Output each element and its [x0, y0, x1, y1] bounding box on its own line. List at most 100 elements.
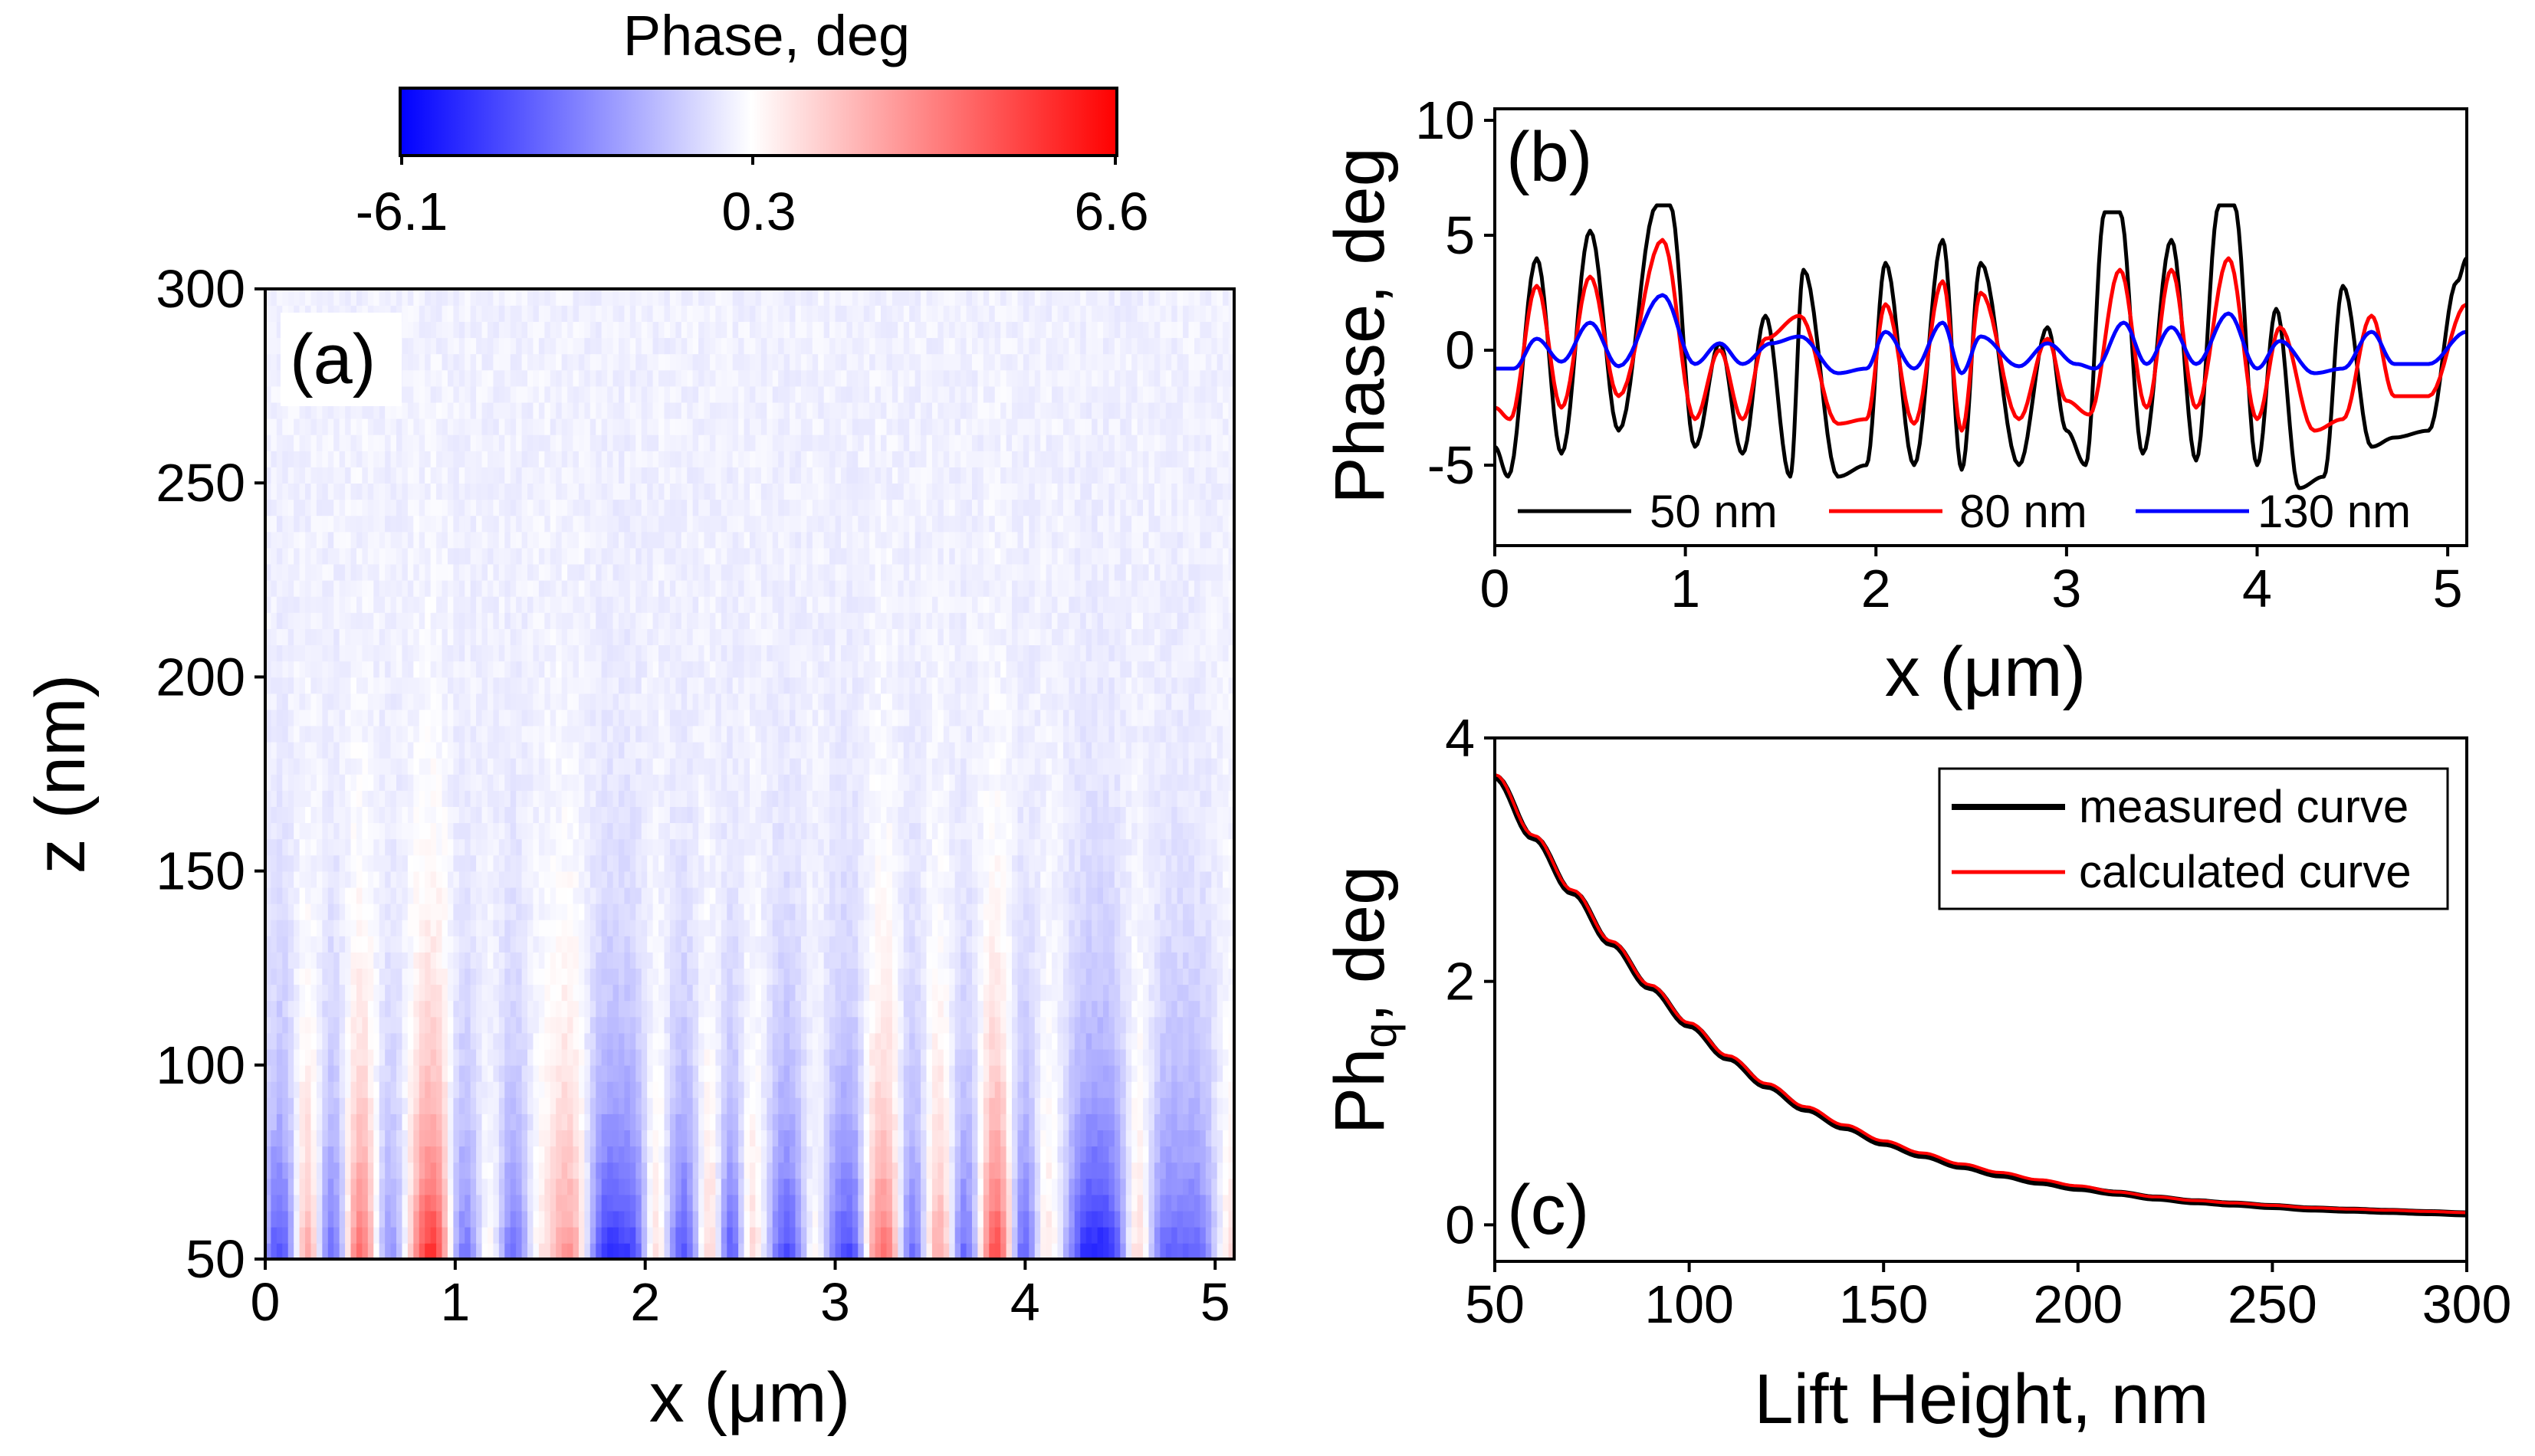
- heatmap-cell: [396, 774, 403, 791]
- heatmap-cell: [487, 822, 494, 840]
- heatmap-cell: [607, 887, 614, 904]
- heatmap-cell: [647, 871, 654, 888]
- heatmap-cell: [652, 1162, 659, 1179]
- heatmap-cell: [721, 887, 728, 904]
- heatmap-cell: [510, 1064, 517, 1082]
- heatmap-cell: [675, 1146, 682, 1163]
- heatmap-cell: [869, 806, 876, 824]
- heatmap-cell: [1200, 1097, 1207, 1114]
- heatmap-cell: [310, 790, 317, 807]
- heatmap-cell: [402, 1194, 409, 1212]
- heatmap-cell: [1137, 1048, 1144, 1066]
- heatmap-cell: [704, 790, 711, 807]
- heatmap-cell: [294, 1194, 300, 1212]
- heatmap-cell: [738, 1242, 745, 1259]
- heatmap-cell: [687, 1032, 694, 1050]
- heatmap-cell: [453, 903, 460, 920]
- heatmap-cell: [498, 887, 506, 904]
- heatmap-cell: [516, 968, 523, 985]
- heatmap-cell: [931, 1130, 939, 1147]
- heatmap-cell: [954, 1032, 961, 1050]
- heatmap-cell: [971, 936, 979, 953]
- heatmap-cell: [790, 822, 796, 840]
- heatmap-cell: [550, 1178, 557, 1195]
- heatmap-cell: [1183, 871, 1190, 888]
- heatmap-cell: [898, 1178, 905, 1195]
- heatmap-cell: [538, 790, 546, 807]
- heatmap-cell: [1188, 903, 1195, 920]
- heatmap-cell: [903, 1048, 910, 1066]
- heatmap-cell: [430, 822, 437, 840]
- heatmap-cell: [299, 919, 306, 936]
- heatmap-cell: [858, 903, 865, 920]
- heatmap-cell: [516, 838, 523, 856]
- heatmap-cell: [578, 887, 586, 904]
- heatmap-cell: [954, 1113, 961, 1130]
- heatmap-cell: [1143, 1146, 1150, 1163]
- heatmap-cell: [356, 1146, 363, 1163]
- heatmap-cell: [390, 887, 397, 904]
- heatmap-cell: [407, 1178, 415, 1195]
- heatmap-cell: [1017, 871, 1024, 888]
- heatmap-cell: [282, 903, 289, 920]
- heatmap-cell: [407, 806, 415, 824]
- heatmap-cell: [1040, 806, 1047, 824]
- heatmap-cell: [367, 838, 375, 856]
- heatmap-cell: [1097, 1162, 1104, 1179]
- heatmap-cell: [738, 936, 745, 953]
- heatmap-cell: [419, 1016, 425, 1034]
- heatmap-cell: [1137, 1081, 1144, 1098]
- heatmap-cell: [812, 1210, 819, 1228]
- heatmap-cell: [881, 1162, 888, 1179]
- heatmap-cell: [709, 984, 717, 1002]
- heatmap-cell: [1040, 1032, 1047, 1050]
- heatmap-cell: [829, 919, 836, 936]
- heatmap-cell: [875, 1146, 882, 1163]
- heatmap-cell: [1085, 887, 1092, 904]
- heatmap-cell: [310, 1242, 317, 1259]
- heatmap-cell: [470, 1016, 477, 1034]
- heatmap-cell: [1046, 1210, 1052, 1228]
- heatmap-cell: [1062, 936, 1070, 953]
- heatmap-cell: [1000, 1226, 1007, 1244]
- heatmap-cell: [1120, 919, 1127, 936]
- heatmap-cell: [294, 984, 300, 1002]
- heatmap-cell: [544, 1000, 551, 1018]
- heatmap-cell: [835, 1081, 842, 1098]
- heatmap-cell: [487, 1032, 494, 1050]
- heatmap-cell: [812, 790, 819, 807]
- heatmap-cell: [1228, 1194, 1234, 1212]
- heatmap-cell: [692, 1081, 699, 1098]
- heatmap-cell: [727, 1000, 734, 1018]
- heatmap-cell: [1143, 919, 1150, 936]
- heatmap-cell: [829, 1178, 836, 1195]
- heatmap-cell: [556, 1130, 563, 1147]
- heatmap-cell: [727, 1097, 734, 1114]
- heatmap-cell: [943, 838, 951, 856]
- heatmap-cell: [1006, 1113, 1013, 1130]
- heatmap-cell: [510, 1178, 517, 1195]
- heatmap-cell: [470, 919, 477, 936]
- heatmap-cell: [310, 936, 317, 953]
- heatmap-cell: [744, 1016, 750, 1034]
- heatmap-cell: [322, 1178, 329, 1195]
- heatmap-cell: [635, 903, 642, 920]
- heatmap-cell: [373, 838, 380, 856]
- heatmap-cell: [898, 822, 905, 840]
- heatmap-cell: [629, 1194, 637, 1212]
- heatmap-cell: [1012, 1178, 1019, 1195]
- heatmap-cell: [1108, 1113, 1115, 1130]
- heatmap-cell: [385, 806, 392, 824]
- heatmap-cell: [1017, 968, 1024, 985]
- heatmap-cell: [692, 806, 699, 824]
- heatmap-cell: [772, 806, 779, 824]
- heatmap-cell: [271, 903, 277, 920]
- heatmap-cell: [607, 838, 614, 856]
- heatmap-cell: [960, 790, 967, 807]
- heatmap-cell: [476, 822, 483, 840]
- heatmap-cell: [903, 952, 910, 969]
- heatmap-cell: [1120, 887, 1127, 904]
- heatmap-cell: [425, 806, 432, 824]
- heatmap-cell: [458, 774, 466, 791]
- heatmap-cell: [1085, 871, 1092, 888]
